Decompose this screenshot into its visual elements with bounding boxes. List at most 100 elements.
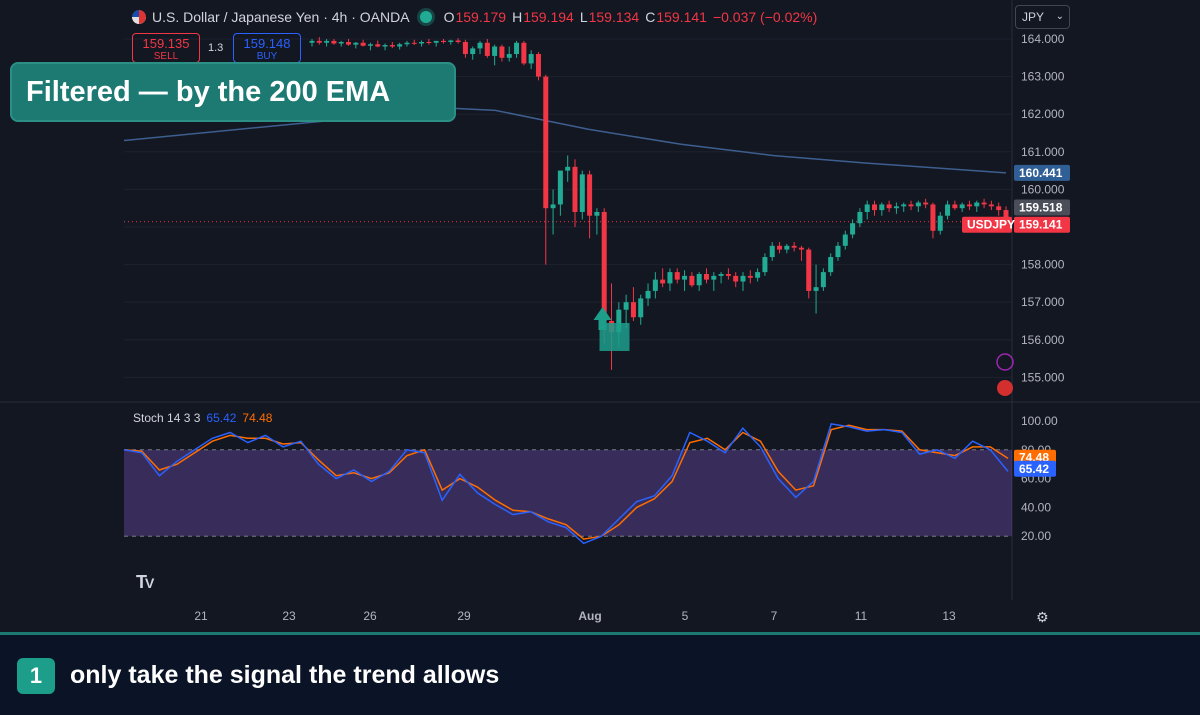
candle-body [981,202,987,205]
candle-body [594,211,600,216]
candle-body [630,302,636,318]
candle-body [740,275,746,282]
us-flag-icon [132,10,146,24]
chart-canvas[interactable]: 164.000 163.000 162.000 161.000 160.000 158.0… [0,0,1200,632]
candle-body [850,223,856,235]
candle-body [601,211,607,321]
currency-select[interactable]: JPY ⌄ [1015,5,1070,29]
time-tick-label: 11 [855,609,868,623]
high-value: 159.194 [523,9,574,25]
stoch-k-value: 65.42 [206,411,237,425]
candle-body [367,44,373,46]
sell-button[interactable]: 159.135 SELL [132,33,200,63]
price-tick-label: 161.000 [1021,145,1065,159]
candle-body [1003,210,1009,222]
candle-body [769,245,775,258]
price-tick-label: 158.000 [1021,258,1065,272]
close-value: 159.141 [656,9,707,25]
buy-button[interactable]: 159.148 BUY [233,33,301,63]
candle-body [711,275,717,280]
stoch-tick-label: 20.00 [1021,529,1051,543]
candle-body [879,204,885,211]
candle-body [966,204,972,207]
candle-body [652,279,658,291]
candle-body [660,279,666,284]
candle-body [543,76,549,209]
candle-body [440,40,446,43]
candle-body [455,40,461,43]
stoch-d-line [123,424,1009,540]
candle-body [901,204,907,207]
candle-body [404,42,410,45]
candle-body [974,202,980,207]
time-tick-label: Aug [578,609,601,623]
candle-body [565,166,571,171]
candle-body [828,257,834,273]
tradingview-logo-icon: TV [136,572,154,592]
candle-body [937,215,943,231]
time-tick-label: 29 [457,609,471,623]
candle-body [484,42,490,56]
candle-body [638,298,644,318]
candle-body [733,275,739,282]
candle-body [426,42,432,44]
candle-body [382,45,388,47]
up-arrow-icon [593,307,612,330]
stoch-tick-label: 40.00 [1021,500,1051,514]
time-axis: 21 23 26 29 Aug 5 7 11 13 [194,609,956,623]
price-tick-label: 155.000 [1021,370,1065,384]
candle-body [492,46,498,56]
low-label: L [579,9,588,25]
candle-body [674,272,680,280]
candle-body [857,211,863,224]
candle-body [930,204,936,231]
candle-body [682,275,688,280]
candle-body [755,272,761,278]
candle-body [557,170,563,205]
candle-body [462,42,468,55]
candle-body [645,290,651,299]
symbol-title[interactable]: U.S. Dollar / Japanese Yen · 4h · OANDA [152,9,410,25]
candle-body [886,204,892,209]
candle-body [324,40,330,43]
candle-body [623,302,629,310]
price-tick-label: 163.000 [1021,70,1065,84]
candle-body [579,174,585,212]
candle-body [360,42,366,46]
candlestick-series [309,37,1009,370]
sell-price: 159.135 [142,36,190,51]
time-tick-label: 23 [282,609,296,623]
buy-price: 159.148 [243,36,291,51]
candle-body [747,275,753,278]
candle-body [798,247,804,250]
candle-body [689,275,695,286]
candle-body [791,245,797,248]
market-open-icon [419,11,432,23]
stoch-tick-label: 100.00 [1021,414,1058,428]
gear-icon[interactable]: ⚙ [1036,609,1049,625]
close-label: C [645,9,656,25]
candle-body [309,40,315,43]
candle-body [915,202,921,207]
candle-body [872,204,878,211]
price-axis: 164.000 163.000 162.000 161.000 160.000 158.0… [1021,32,1065,543]
candle-body [718,274,724,276]
stoch-band [124,449,1012,537]
currency-select-value: JPY [1022,10,1045,24]
last-price-tag: 159.518 [1019,201,1063,215]
chevron-down-icon: ⌄ [1055,11,1064,22]
candle-body [514,42,520,55]
candle-body [777,245,783,250]
candle-body [535,54,541,77]
candle-body [419,42,425,44]
lightning-icon [996,353,1014,371]
open-label: O [443,9,455,25]
change-value: −0.037 (−0.02%) [712,9,818,25]
last-price-tag-bg [1014,199,1070,216]
stoch-legend[interactable]: Stoch 14 3 3 65.42 74.48 [133,411,272,425]
candle-body [945,204,951,216]
candle-body [550,204,556,209]
candle-body [470,48,476,55]
symbol-price-tag-bg [962,216,1012,233]
caption-bar: 1 only take the signal the trend allows [0,632,1200,715]
